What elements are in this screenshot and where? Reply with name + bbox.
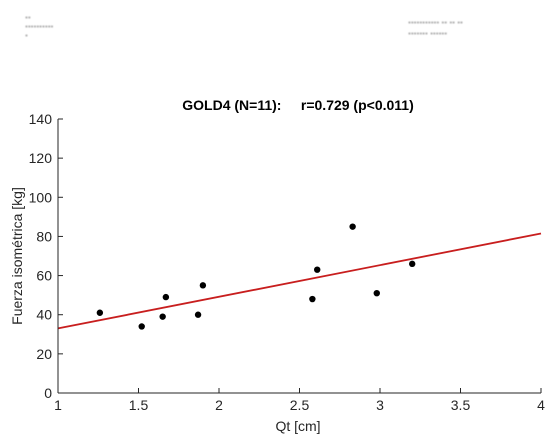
- data-points: [96, 223, 416, 330]
- data-point: [194, 311, 202, 318]
- y-tick-label: 60: [36, 268, 52, 284]
- y-tick-label: 120: [29, 150, 53, 166]
- header-left-line-3: ▪: [25, 31, 28, 40]
- y-tick-label: 140: [29, 111, 53, 127]
- x-tick-label: 3: [376, 397, 384, 413]
- y-tick-label: 0: [44, 385, 52, 401]
- regression-line: [57, 232, 542, 330]
- header-left-line-2: ▪▪▪▪▪▪▪▪▪▪: [25, 22, 54, 31]
- x-axis-label: Qt [cm]: [275, 418, 320, 434]
- x-tick-label: 2: [215, 397, 223, 413]
- header-right-line-1: ▪▪▪▪▪▪▪▪▪▪▪ ▪▪ ▪▪ ▪▪: [408, 18, 463, 27]
- fit-line-layer: [57, 232, 542, 330]
- header-right-line-2: ▪▪▪▪▪▪▪ ▪▪▪▪▪▪: [408, 29, 448, 38]
- data-point: [309, 295, 316, 303]
- y-tick-label: 100: [29, 189, 53, 205]
- data-point: [314, 266, 321, 273]
- data-point: [138, 323, 145, 330]
- chart-title: GOLD4 (N=11): r=0.729 (p<0.011): [182, 97, 414, 113]
- data-point: [409, 260, 416, 268]
- x-tick-label: 2.5: [290, 397, 310, 413]
- data-point: [349, 223, 356, 230]
- y-tick-label: 20: [36, 346, 52, 362]
- x-tick-label: 4: [537, 397, 545, 413]
- y-tick-label: 80: [36, 228, 52, 244]
- x-tick-label: 1: [54, 397, 62, 413]
- data-point: [373, 289, 380, 297]
- data-point: [159, 313, 166, 320]
- y-tick-label: 40: [36, 307, 52, 323]
- data-point: [162, 293, 170, 301]
- data-point: [96, 309, 104, 316]
- y-axis-label: Fuerza isométrica [kg]: [9, 187, 25, 325]
- header-left-line-1: ▪▪: [25, 13, 31, 22]
- x-tick-label: 3.5: [451, 397, 471, 413]
- x-tick-label: 1.5: [129, 397, 149, 413]
- data-point: [199, 282, 207, 289]
